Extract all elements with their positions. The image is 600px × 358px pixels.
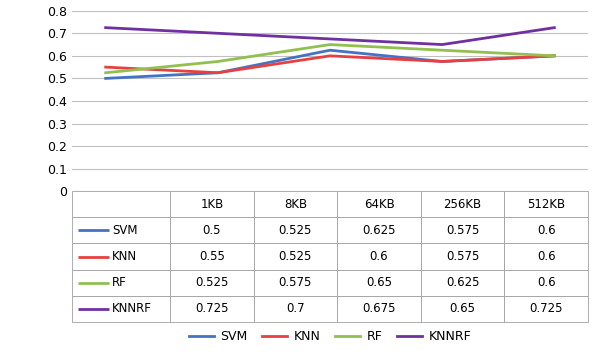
Text: KNNRF: KNNRF (112, 303, 152, 315)
Text: RF: RF (112, 276, 127, 289)
Legend: SVM, KNN, RF, KNNRF: SVM, KNN, RF, KNNRF (184, 325, 476, 348)
Text: SVM: SVM (112, 224, 138, 237)
Text: KNN: KNN (112, 250, 137, 263)
